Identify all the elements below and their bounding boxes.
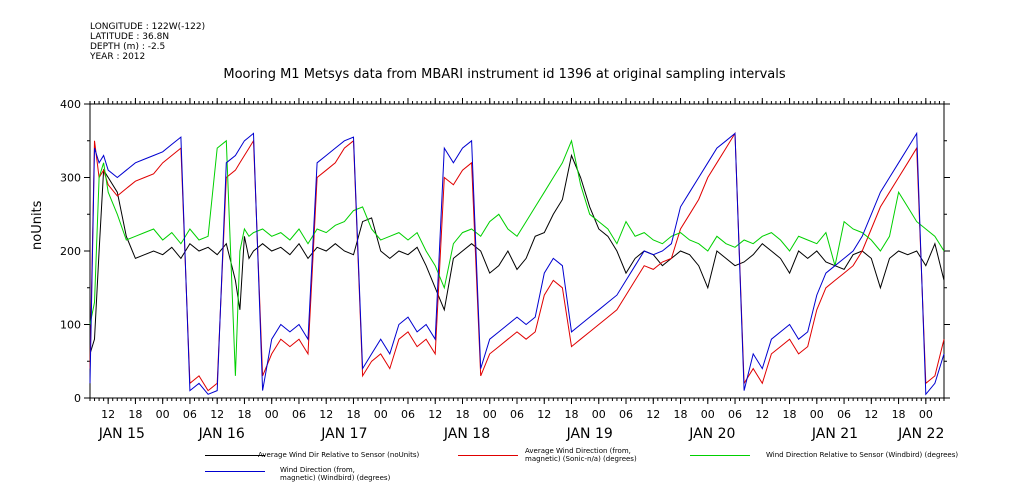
legend-swatch-3: [690, 455, 750, 456]
y-tick-label: 300: [60, 172, 81, 185]
series-line-2: [89, 131, 945, 392]
x-day-label: JAN 21: [811, 426, 858, 442]
x-tick-label: 06: [292, 408, 306, 421]
x-day-label: JAN 22: [897, 426, 944, 442]
x-tick-label: 18: [237, 408, 251, 421]
y-tick-label: 200: [60, 245, 81, 258]
y-tick-label: 100: [60, 319, 81, 332]
x-tick-label: 06: [510, 408, 524, 421]
x-tick-label: 12: [646, 408, 660, 421]
x-tick-label: 06: [183, 408, 197, 421]
legend-label-3: Wind Direction Relative to Sensor (Windb…: [766, 451, 959, 459]
x-tick-label: 12: [319, 408, 333, 421]
x-tick-label: 12: [428, 408, 442, 421]
x-day-label: JAN 17: [320, 426, 367, 442]
y-tick-label: 0: [74, 392, 81, 405]
chart-title: Mooring M1 Metsys data from MBARI instru…: [223, 67, 786, 82]
depth-text: DEPTH (m) : -2.5: [90, 42, 166, 52]
longitude-text: LONGITUDE : 122W(-122): [90, 22, 206, 32]
series-line-3: [89, 139, 945, 376]
x-tick-label: 06: [837, 408, 851, 421]
x-day-label: JAN 20: [688, 426, 735, 442]
x-tick-label: 18: [455, 408, 469, 421]
legend-swatch-4: [205, 471, 265, 472]
x-tick-label: 12: [101, 408, 115, 421]
x-tick-label: 06: [401, 408, 415, 421]
x-tick-label: 18: [565, 408, 579, 421]
x-tick-label: 00: [483, 408, 497, 421]
x-tick-label: 12: [864, 408, 878, 421]
legend-swatch-2: [458, 455, 518, 456]
x-tick-label: 18: [783, 408, 797, 421]
series-line-1: [89, 153, 945, 355]
x-tick-label: 00: [156, 408, 170, 421]
x-day-label: JAN 15: [98, 426, 145, 442]
x-tick-label: 18: [892, 408, 906, 421]
x-tick-label: 12: [210, 408, 224, 421]
x-tick-label: 12: [755, 408, 769, 421]
legend-swatch-1: [205, 455, 265, 456]
x-day-label: JAN 16: [198, 426, 245, 442]
x-tick-label: 18: [346, 408, 360, 421]
x-tick-label: 00: [265, 408, 279, 421]
x-tick-label: 00: [374, 408, 388, 421]
x-day-label: JAN 18: [443, 426, 490, 442]
x-day-label: JAN 19: [566, 426, 613, 442]
year-text: YEAR : 2012: [90, 52, 146, 62]
x-tick-label: 00: [701, 408, 715, 421]
x-tick-label: 06: [728, 408, 742, 421]
legend-label-2: Average Wind Direction (from, magnetic) …: [525, 447, 637, 463]
x-tick-label: 00: [919, 408, 933, 421]
x-tick-label: 18: [128, 408, 142, 421]
legend-label-4: Wind Direction (from, magnetic) (Windbir…: [280, 466, 391, 482]
x-tick-label: 18: [674, 408, 688, 421]
x-tick-label: 00: [592, 408, 606, 421]
series-line-4: [89, 131, 945, 396]
latitude-text: LATITUDE : 36.8N: [90, 32, 170, 42]
y-tick-label: 400: [60, 98, 81, 111]
x-tick-label: 00: [810, 408, 824, 421]
x-tick-label: 12: [537, 408, 551, 421]
legend-label-1: Average Wind Dir Relative to Sensor (noU…: [258, 451, 420, 459]
x-tick-label: 06: [619, 408, 633, 421]
